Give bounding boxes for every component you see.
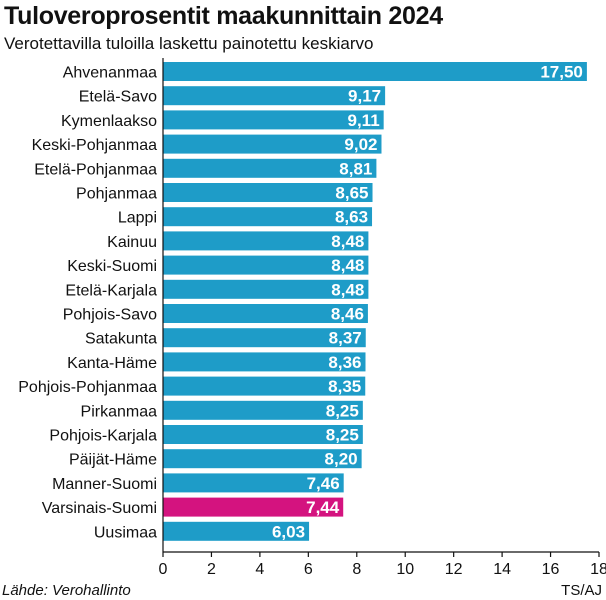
category-label: Lappi — [118, 210, 157, 227]
data-label: 8,81 — [339, 159, 372, 178]
bar — [163, 134, 382, 154]
bar — [163, 400, 363, 420]
source-note: Lähde: Verohallinto — [2, 582, 131, 599]
bar — [163, 304, 368, 323]
data-label: 8,37 — [329, 329, 362, 348]
category-label: Etelä-Karjala — [65, 282, 157, 299]
bar — [163, 62, 587, 81]
chart-subtitle: Verotettavilla tuloilla laskettu painote… — [4, 34, 374, 53]
category-label: Etelä-Savo — [79, 89, 157, 106]
x-tick-label: 12 — [445, 561, 463, 578]
credit-note: TS/AJ — [561, 582, 602, 599]
bar — [163, 425, 363, 444]
bar — [163, 328, 366, 348]
x-tick-label: 18 — [590, 561, 606, 578]
category-label: Pohjois-Savo — [63, 307, 157, 324]
data-label: 7,44 — [306, 498, 340, 517]
data-label: 8,36 — [328, 353, 361, 372]
bar — [163, 521, 310, 541]
category-label: Keski-Pohjanmaa — [32, 137, 158, 154]
data-label: 8,25 — [326, 401, 359, 420]
data-label: 8,65 — [335, 184, 368, 203]
category-label: Varsinais-Suomi — [42, 500, 157, 517]
category-label: Satakunta — [85, 331, 157, 348]
bar — [163, 207, 373, 227]
category-label: Uusimaa — [94, 524, 157, 541]
data-label: 8,48 — [331, 256, 364, 275]
bar — [163, 158, 377, 178]
category-label: Etelä-Pohjanmaa — [34, 161, 157, 178]
data-label: 8,48 — [331, 232, 364, 251]
bar — [163, 376, 366, 396]
x-tick-label: 2 — [207, 561, 216, 578]
data-label: 8,48 — [331, 280, 364, 299]
category-label: Päijät-Häme — [69, 452, 157, 469]
bar — [163, 497, 344, 517]
bar — [163, 183, 373, 202]
bar — [163, 231, 369, 251]
category-label: Pohjanmaa — [76, 186, 157, 203]
data-label: 6,03 — [272, 522, 305, 541]
bar — [163, 86, 386, 106]
x-tick-label: 16 — [542, 561, 560, 578]
x-tick-label: 0 — [159, 561, 168, 578]
data-label: 8,63 — [335, 208, 368, 227]
data-label: 8,25 — [326, 426, 359, 445]
bar — [163, 352, 366, 372]
x-tick-label: 4 — [255, 561, 264, 578]
category-label: Kanta-Häme — [67, 355, 157, 372]
x-tick-label: 8 — [352, 561, 361, 578]
x-tick-label: 6 — [304, 561, 313, 578]
category-label: Kainuu — [107, 234, 157, 251]
data-label: 8,20 — [325, 450, 358, 469]
category-label: Ahvenanmaa — [63, 65, 157, 82]
bar — [163, 255, 369, 275]
bar — [163, 473, 344, 493]
x-tick-label: 10 — [396, 561, 414, 578]
category-label: Keski-Suomi — [67, 258, 157, 275]
category-label: Manner-Suomi — [52, 476, 157, 493]
chart-title: Tuloveroprosentit maakunnittain 2024 — [4, 2, 443, 30]
data-label: 17,50 — [540, 63, 583, 82]
data-label: 7,46 — [307, 474, 340, 493]
category-label: Kymenlaakso — [61, 113, 157, 130]
data-label: 8,35 — [328, 377, 361, 396]
data-label: 9,17 — [348, 87, 381, 106]
category-label: Pohjois-Karjala — [49, 428, 157, 445]
category-label: Pohjois-Pohjanmaa — [18, 379, 157, 396]
bar — [163, 279, 369, 299]
category-label: Pirkanmaa — [81, 403, 158, 420]
x-tick-label: 14 — [493, 561, 511, 578]
data-label: 8,46 — [331, 305, 364, 324]
data-label: 9,11 — [348, 111, 380, 130]
bar — [163, 110, 384, 130]
data-label: 9,02 — [344, 135, 377, 154]
bar — [163, 449, 362, 469]
